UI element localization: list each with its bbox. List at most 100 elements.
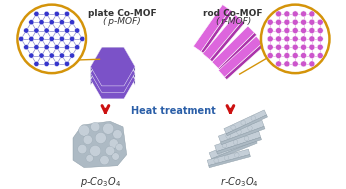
Circle shape xyxy=(284,28,290,33)
Circle shape xyxy=(103,123,114,134)
Polygon shape xyxy=(201,10,233,53)
Polygon shape xyxy=(218,120,264,142)
Circle shape xyxy=(267,44,273,50)
Polygon shape xyxy=(209,135,256,159)
Circle shape xyxy=(106,146,115,156)
Circle shape xyxy=(309,19,315,25)
Circle shape xyxy=(34,28,39,33)
Circle shape xyxy=(276,19,282,25)
Circle shape xyxy=(301,28,307,33)
Polygon shape xyxy=(217,137,262,154)
Circle shape xyxy=(301,44,307,50)
Circle shape xyxy=(284,11,290,17)
Polygon shape xyxy=(91,47,135,86)
Circle shape xyxy=(317,53,323,59)
Circle shape xyxy=(267,19,273,25)
Circle shape xyxy=(231,125,236,130)
Circle shape xyxy=(222,143,227,148)
Circle shape xyxy=(317,36,323,42)
Circle shape xyxy=(44,28,49,33)
Circle shape xyxy=(317,28,323,33)
Circle shape xyxy=(217,150,221,154)
Circle shape xyxy=(29,36,34,41)
Polygon shape xyxy=(73,121,127,168)
Circle shape xyxy=(78,144,87,154)
Circle shape xyxy=(292,19,298,25)
Circle shape xyxy=(34,61,39,67)
Circle shape xyxy=(39,36,44,41)
Circle shape xyxy=(267,36,273,42)
Circle shape xyxy=(64,11,70,16)
Circle shape xyxy=(59,53,64,58)
Circle shape xyxy=(292,61,298,67)
Text: $p$-Co$_3$O$_4$: $p$-Co$_3$O$_4$ xyxy=(80,175,121,189)
Circle shape xyxy=(301,19,307,25)
Circle shape xyxy=(44,11,49,16)
Circle shape xyxy=(276,36,282,42)
Circle shape xyxy=(75,45,80,50)
Circle shape xyxy=(292,53,298,59)
Circle shape xyxy=(17,5,86,73)
Circle shape xyxy=(44,45,49,50)
Polygon shape xyxy=(210,21,245,62)
Circle shape xyxy=(86,155,93,162)
Circle shape xyxy=(309,11,315,17)
Circle shape xyxy=(19,36,24,41)
Circle shape xyxy=(49,20,54,25)
Polygon shape xyxy=(215,131,261,152)
Circle shape xyxy=(284,61,290,67)
Polygon shape xyxy=(218,36,262,77)
Circle shape xyxy=(309,44,315,50)
Circle shape xyxy=(301,36,307,42)
Polygon shape xyxy=(102,54,124,60)
Circle shape xyxy=(34,11,39,16)
Circle shape xyxy=(276,11,282,17)
Polygon shape xyxy=(91,47,102,72)
Polygon shape xyxy=(203,15,243,60)
Circle shape xyxy=(44,61,49,67)
Circle shape xyxy=(235,153,239,157)
Circle shape xyxy=(248,126,252,130)
Circle shape xyxy=(228,145,233,150)
Polygon shape xyxy=(225,43,265,80)
Circle shape xyxy=(317,19,323,25)
Circle shape xyxy=(83,135,92,144)
Circle shape xyxy=(95,132,106,143)
Circle shape xyxy=(64,45,70,50)
Circle shape xyxy=(241,120,246,125)
Circle shape xyxy=(301,53,307,59)
Circle shape xyxy=(54,45,60,50)
Polygon shape xyxy=(209,155,251,168)
Circle shape xyxy=(239,141,244,146)
Circle shape xyxy=(292,36,298,42)
Polygon shape xyxy=(218,33,257,71)
Circle shape xyxy=(284,44,290,50)
Circle shape xyxy=(39,20,44,25)
Circle shape xyxy=(267,53,273,59)
Circle shape xyxy=(214,158,219,163)
Polygon shape xyxy=(91,60,135,99)
Circle shape xyxy=(113,130,122,139)
Circle shape xyxy=(224,156,229,160)
Circle shape xyxy=(64,28,70,33)
Polygon shape xyxy=(211,141,257,161)
Circle shape xyxy=(90,145,101,156)
Circle shape xyxy=(59,20,64,25)
Polygon shape xyxy=(193,5,230,52)
Text: $r$-Co$_3$O$_4$: $r$-Co$_3$O$_4$ xyxy=(220,175,259,189)
Circle shape xyxy=(34,45,39,50)
Polygon shape xyxy=(226,115,267,136)
Circle shape xyxy=(29,20,34,25)
Polygon shape xyxy=(124,54,135,79)
Circle shape xyxy=(64,61,70,67)
Circle shape xyxy=(317,44,323,50)
Polygon shape xyxy=(102,60,124,66)
Text: plate Co-MOF: plate Co-MOF xyxy=(88,9,156,18)
Circle shape xyxy=(24,28,29,33)
Circle shape xyxy=(29,53,34,58)
Circle shape xyxy=(309,28,315,33)
Circle shape xyxy=(276,53,282,59)
Circle shape xyxy=(70,20,75,25)
Circle shape xyxy=(284,19,290,25)
Circle shape xyxy=(54,28,60,33)
